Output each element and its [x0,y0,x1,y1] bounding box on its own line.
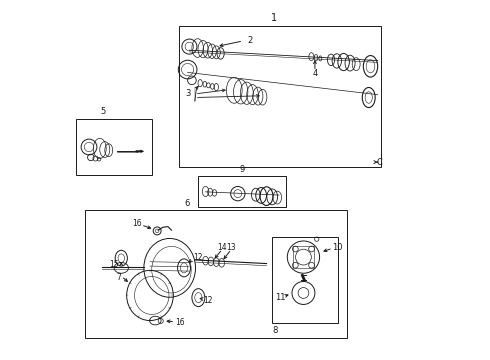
Text: 12: 12 [203,296,213,305]
Text: 16: 16 [132,219,142,228]
Text: 16: 16 [175,318,185,327]
Bar [293,246,314,268]
Text: C: C [377,158,383,167]
Bar [179,26,381,167]
Text: 15: 15 [110,261,119,270]
Text: 11: 11 [275,293,285,302]
Text: 6: 6 [185,199,190,208]
Text: 9: 9 [240,165,245,174]
Text: 8: 8 [273,326,278,335]
Text: 4: 4 [312,69,318,78]
FancyArrow shape [136,149,144,153]
Bar [85,211,347,338]
Bar [198,176,286,207]
Text: 2: 2 [247,36,252,45]
Text: 14: 14 [218,243,227,252]
Text: 1: 1 [271,13,277,23]
Text: 7: 7 [116,273,121,282]
Bar [76,119,152,175]
Text: 12: 12 [194,253,203,262]
Text: 13: 13 [226,243,236,252]
Text: 3: 3 [186,89,191,98]
Bar [272,237,338,323]
Text: 10: 10 [332,243,343,252]
Text: 5: 5 [100,107,105,116]
